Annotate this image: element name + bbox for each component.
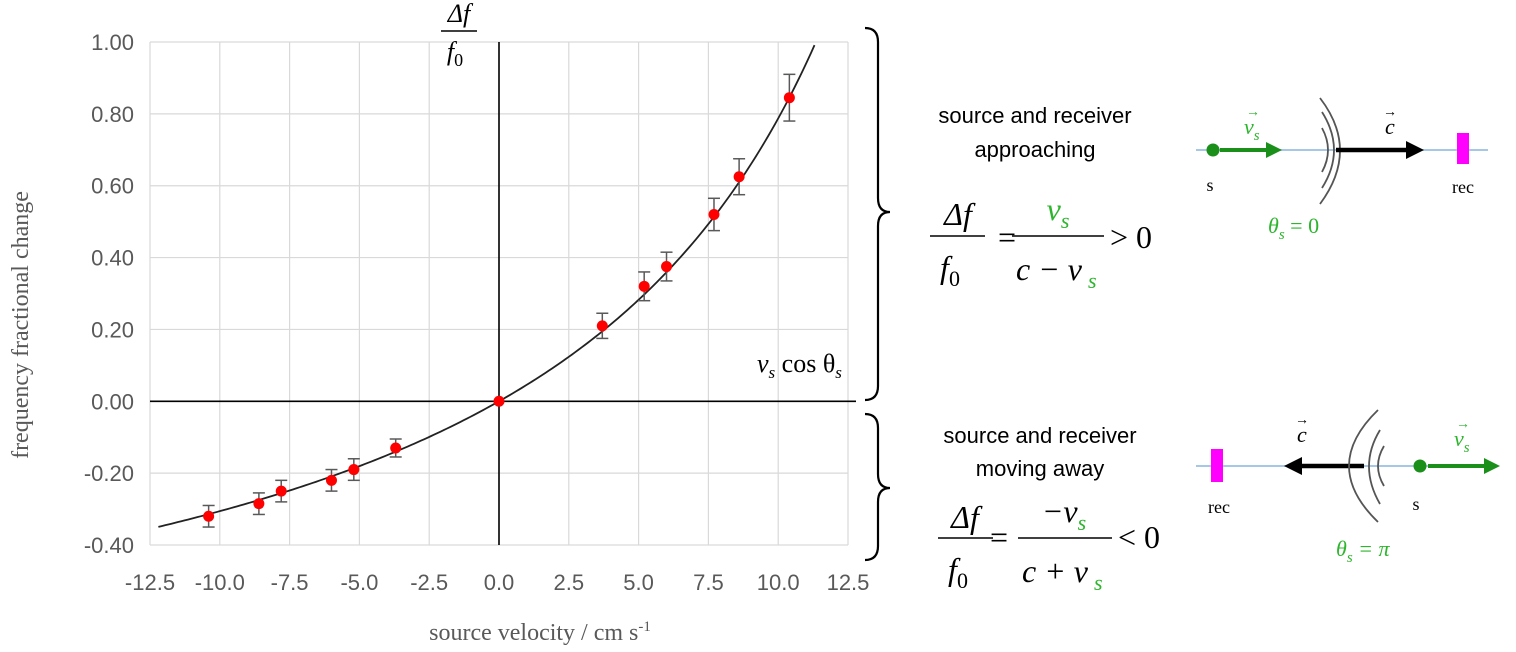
x-tick-label: 7.5 <box>693 570 724 595</box>
x-tick-label: 0.0 <box>484 570 515 595</box>
brace-away <box>864 412 891 562</box>
svg-text:c − v: c − v <box>1016 251 1083 287</box>
brace-approaching <box>864 26 891 402</box>
svg-text:−vs: −vs <box>1042 493 1086 535</box>
svg-text:f0: f0 <box>948 551 968 593</box>
data-point <box>596 320 608 332</box>
svg-text:c + v: c + v <box>1022 553 1089 589</box>
x-tick-label: -12.5 <box>125 570 175 595</box>
y-tick-label: 0.20 <box>91 317 134 342</box>
x-tick-labels: -12.5 -10.0 -7.5 -5.0 -2.5 0.0 2.5 5.0 7.5 10.0 12… <box>125 570 869 595</box>
x-axis-title: source velocity / cm s-1 <box>429 619 651 646</box>
y-tick-label: 0.00 <box>91 389 134 414</box>
data-point <box>253 498 265 510</box>
x-tick-label: 5.0 <box>623 570 654 595</box>
away-equation: Δf f0 = −vs c + v s < 0 <box>938 493 1160 595</box>
svg-text:rec: rec <box>1452 177 1474 197</box>
diagram-approaching: s rec vs → c → θs = 0 <box>1196 97 1488 243</box>
c-arrowhead <box>1406 141 1424 159</box>
wavefront-3 <box>1348 409 1379 523</box>
svg-text:→: → <box>1295 413 1309 428</box>
chart-axes <box>150 42 856 545</box>
svg-text:< 0: < 0 <box>1118 519 1160 555</box>
svg-text:> 0: > 0 <box>1110 219 1152 255</box>
diagram-away: rec s c → vs → θs = π <box>1196 409 1500 566</box>
y-tick-label: -0.20 <box>84 461 134 486</box>
source-dot <box>1206 143 1220 157</box>
y-axis-title: frequency fractional change <box>8 191 34 459</box>
data-point <box>733 171 745 183</box>
svg-text:s: s <box>1412 494 1419 514</box>
y-tick-label: 0.60 <box>91 174 134 199</box>
svg-text:θs = 0: θs = 0 <box>1268 213 1319 243</box>
data-point <box>493 395 505 407</box>
receiver-box <box>1457 133 1469 164</box>
svg-text:Δf: Δf <box>447 0 474 28</box>
y-tick-label: 1.00 <box>91 30 134 55</box>
svg-text:→: → <box>1383 105 1397 120</box>
svg-text:c: c <box>1385 114 1395 139</box>
x-tick-label: 2.5 <box>554 570 585 595</box>
wavefront-1 <box>1321 127 1329 173</box>
wavefront-2 <box>1368 429 1381 505</box>
receiver-box <box>1211 449 1223 482</box>
data-point <box>708 208 720 220</box>
x-tick-label: -5.0 <box>340 570 378 595</box>
x-tick-label: 10.0 <box>757 570 800 595</box>
data-point <box>325 474 337 486</box>
svg-text:rec: rec <box>1208 497 1230 517</box>
c-arrowhead <box>1284 457 1302 475</box>
svg-text:Δf: Δf <box>949 499 983 535</box>
svg-text:s: s <box>1094 570 1103 595</box>
data-points <box>203 92 795 522</box>
vertical-axis-label: Δf f0 <box>441 0 477 70</box>
data-point <box>348 464 360 476</box>
vs-arrowhead <box>1266 142 1282 158</box>
wavefront-1 <box>1377 445 1385 487</box>
y-tick-label: 0.80 <box>91 102 134 127</box>
away-caption-line2: moving away <box>976 456 1104 481</box>
y-tick-labels: 1.00 0.80 0.60 0.40 0.20 0.00 -0.20 -0.40 <box>84 30 134 558</box>
x-tick-label: -10.0 <box>195 570 245 595</box>
svg-text:c: c <box>1297 422 1307 447</box>
svg-text:f0: f0 <box>447 37 463 70</box>
svg-text:s: s <box>1206 175 1213 195</box>
source-dot <box>1413 459 1427 473</box>
x-tick-label: 12.5 <box>827 570 870 595</box>
data-point <box>661 261 673 273</box>
data-point <box>783 92 795 104</box>
data-point <box>275 485 287 497</box>
y-tick-label: 0.40 <box>91 246 134 271</box>
svg-text:vs: vs <box>1244 114 1260 144</box>
approach-caption-line2: approaching <box>974 137 1095 162</box>
svg-text:vs: vs <box>1047 191 1070 233</box>
svg-text:f0: f0 <box>940 249 960 291</box>
data-point <box>638 280 650 292</box>
away-caption-line1: source and receiver <box>943 423 1136 448</box>
svg-text:Δf: Δf <box>942 196 976 232</box>
x-tick-label: -2.5 <box>410 570 448 595</box>
horizontal-axis-label: vs cos θs <box>757 349 842 382</box>
fit-curve <box>158 44 816 528</box>
data-point <box>203 510 215 522</box>
wavefront-2 <box>1321 111 1335 189</box>
approach-caption-line1: source and receiver <box>938 103 1131 128</box>
data-point <box>390 442 402 454</box>
svg-text:vs: vs <box>1454 426 1470 456</box>
approach-equation: Δf f0 = vs c − v s > 0 <box>930 191 1152 293</box>
svg-text:=: = <box>990 519 1008 555</box>
svg-text:→: → <box>1456 417 1470 432</box>
y-tick-label: -0.40 <box>84 533 134 558</box>
svg-text:=: = <box>998 219 1016 255</box>
svg-text:θs = π: θs = π <box>1336 536 1391 566</box>
svg-text:→: → <box>1246 105 1260 120</box>
svg-text:s: s <box>1088 268 1097 293</box>
x-tick-label: -7.5 <box>271 570 309 595</box>
vs-arrowhead <box>1484 458 1500 474</box>
